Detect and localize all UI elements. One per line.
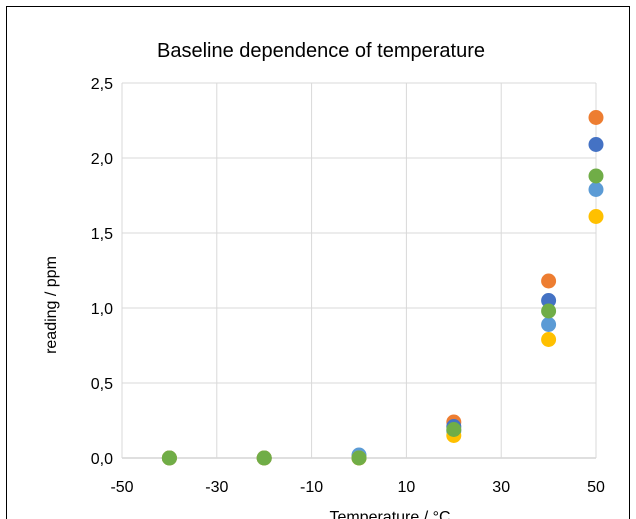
data-series-2 bbox=[161, 137, 604, 466]
data-series-4 bbox=[161, 209, 604, 466]
data-point bbox=[351, 450, 367, 466]
y-tick-label: 2,5 bbox=[91, 76, 113, 93]
data-point bbox=[541, 273, 557, 289]
data-series-5 bbox=[161, 168, 604, 466]
y-tick-label: 1,0 bbox=[91, 301, 113, 318]
x-tick-label: -30 bbox=[205, 479, 228, 496]
data-point bbox=[588, 137, 604, 152]
data-point bbox=[588, 182, 604, 197]
data-point bbox=[161, 450, 177, 466]
data-point bbox=[541, 303, 557, 319]
data-point bbox=[541, 293, 557, 308]
y-tick-label: 0,0 bbox=[91, 451, 113, 468]
y-tick-label: 0,5 bbox=[91, 376, 113, 393]
x-axis-title: Temperature / °C bbox=[329, 509, 450, 519]
chart-area bbox=[6, 6, 630, 519]
data-point bbox=[256, 450, 272, 466]
x-tick-label: 30 bbox=[492, 479, 510, 496]
chart-title: Baseline dependence of temperature bbox=[157, 40, 485, 62]
data-point bbox=[541, 332, 557, 347]
data-points bbox=[161, 110, 604, 466]
y-tick-label: 2,0 bbox=[91, 151, 113, 168]
x-tick-label: -10 bbox=[300, 479, 323, 496]
x-tick-label: 50 bbox=[587, 479, 605, 496]
x-tick-label: 10 bbox=[398, 479, 416, 496]
gridlines bbox=[121, 82, 597, 459]
data-point bbox=[541, 317, 557, 332]
y-tick-label: 1,5 bbox=[91, 226, 113, 243]
data-point bbox=[446, 422, 462, 437]
tick-labels: 0,0 0,5 1,0 1,5 2,0 2,5 -50 -30 -10 10 30 50 bbox=[91, 76, 605, 496]
data-point bbox=[588, 209, 604, 224]
x-tick-label: -50 bbox=[110, 479, 133, 496]
y-axis-title: reading / ppm bbox=[43, 256, 60, 354]
data-series-3 bbox=[161, 182, 604, 466]
data-point bbox=[588, 110, 604, 125]
data-series-1 bbox=[161, 110, 604, 466]
data-point bbox=[588, 168, 604, 184]
